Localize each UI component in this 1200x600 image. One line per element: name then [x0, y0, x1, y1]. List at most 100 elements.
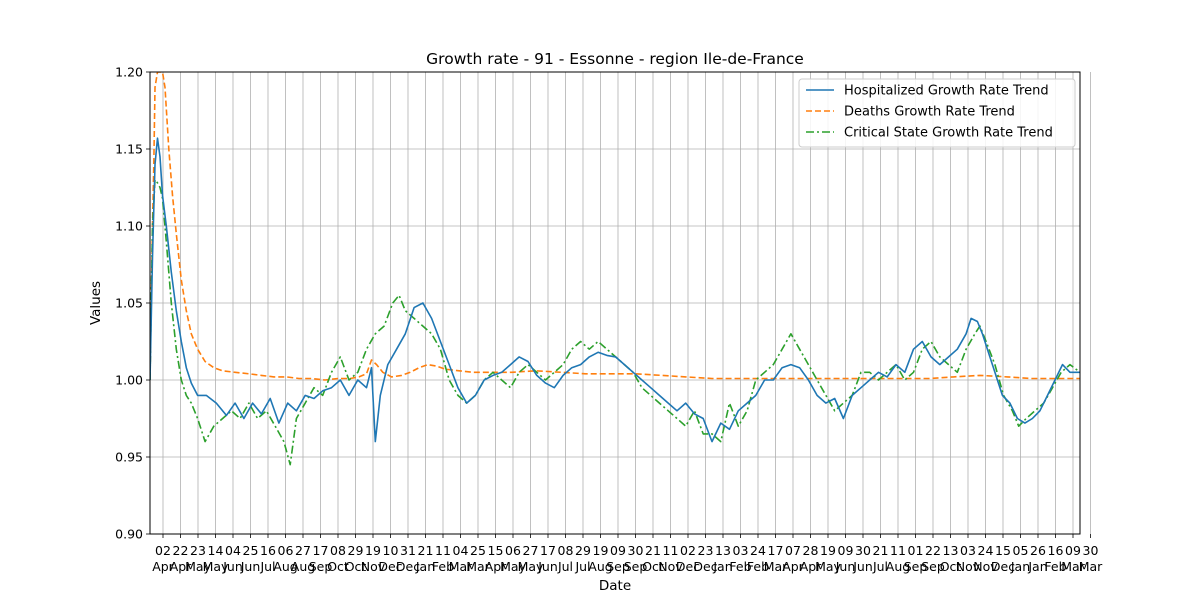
x-tick-label: 03	[960, 543, 976, 558]
y-axis: 0.90 0.95 1.00 1.05 1.10 1.15 1.20	[115, 65, 150, 542]
x-tick-label: 05	[1013, 543, 1029, 558]
x-tick-month-label: Jan	[712, 559, 732, 574]
x-tick-label: 29	[575, 543, 591, 558]
x-tick-label: 02	[155, 543, 171, 558]
x-tick-month-label: Dec	[378, 559, 402, 574]
x-tick-label: 17	[768, 543, 784, 558]
series-line	[150, 179, 1080, 466]
x-tick-month-label: Jul	[259, 559, 275, 574]
x-tick-label: 27	[523, 543, 539, 558]
x-tick-month-label: Sep	[309, 559, 333, 574]
x-tick-month-label: Apr	[152, 559, 174, 574]
y-tick-label: 1.10	[115, 219, 143, 234]
x-tick-month-label: Apr	[485, 559, 507, 574]
x-tick-label: 24	[978, 543, 994, 558]
x-tick-label: 23	[698, 543, 714, 558]
x-tick-month-label: Dec	[693, 559, 717, 574]
x-tick-month-label: Jun	[835, 559, 856, 574]
x-tick-label: 16	[260, 543, 276, 558]
series-line	[150, 137, 1080, 443]
x-tick-month-label: Aug	[291, 559, 315, 574]
x-tick-month-label: Nov	[956, 559, 981, 574]
x-tick-label: 04	[453, 543, 469, 558]
x-tick-label: 06	[278, 543, 294, 558]
x-tick-label: 06	[505, 543, 521, 558]
x-tick-label: 21	[873, 543, 889, 558]
x-tick-label: 13	[715, 543, 731, 558]
y-tick-label: 1.20	[115, 65, 143, 80]
y-tick-label: 1.00	[115, 373, 143, 388]
x-tick-month-label: May	[185, 559, 211, 574]
x-tick-label: 25	[243, 543, 259, 558]
x-tick-month-label: Jun	[240, 559, 261, 574]
x-tick-label: 11	[435, 543, 451, 558]
x-tick-month-label: Mar	[764, 559, 788, 574]
x-tick-label: 21	[418, 543, 434, 558]
x-tick-label: 24	[750, 543, 766, 558]
y-axis-label: Values	[88, 281, 104, 325]
chart-title: Growth rate - 91 - Essonne - region Ile-…	[426, 50, 804, 68]
x-tick-month-label: Jun	[852, 559, 873, 574]
x-tick-label: 28	[803, 543, 819, 558]
x-tick-label: 22	[925, 543, 941, 558]
x-tick-month-label: Oct	[345, 559, 367, 574]
x-tick-label: 31	[400, 543, 416, 558]
x-tick-month-label: Feb	[747, 559, 769, 574]
x-tick-month-label: Nov	[361, 559, 386, 574]
y-tick-label: 1.15	[115, 142, 143, 157]
x-tick-label: 08	[330, 543, 346, 558]
x-tick-month-label: Jul	[557, 559, 573, 574]
x-tick-label: 30	[628, 543, 644, 558]
x-tick-month-label: Sep	[904, 559, 928, 574]
x-tick-month-label: May	[203, 559, 229, 574]
x-tick-label: 09	[1065, 543, 1081, 558]
legend-label: Deaths Growth Rate Trend	[844, 105, 1015, 120]
x-tick-month-label: Jan	[1027, 559, 1047, 574]
x-tick-month-label: Sep	[606, 559, 630, 574]
x-tick-month-label: Mar	[1079, 559, 1103, 574]
x-tick-month-label: Jun	[537, 559, 558, 574]
x-tick-label: 19	[365, 543, 381, 558]
x-tick-label: 15	[995, 543, 1011, 558]
legend-box	[798, 78, 1076, 148]
y-tick-label: 0.90	[115, 527, 143, 542]
x-tick-label: 04	[225, 543, 241, 558]
x-tick-month-label: Nov	[658, 559, 683, 574]
x-tick-month-label: Feb	[729, 559, 751, 574]
x-tick-month-label: Nov	[973, 559, 998, 574]
x-tick-label: 17	[313, 543, 329, 558]
legend-label: Critical State Growth Rate Trend	[844, 126, 1053, 141]
x-tick-label: 19	[593, 543, 609, 558]
x-tick-month-label: Aug	[273, 559, 297, 574]
x-tick-label: 21	[645, 543, 661, 558]
x-tick-label: 26	[1030, 543, 1046, 558]
x-tick-label: 08	[558, 543, 574, 558]
x-tick-label: 11	[663, 543, 679, 558]
x-axis: 02Apr22Apr23May14May04Jun25Jun16Jul06Aug…	[152, 534, 1103, 574]
x-tick-month-label: Aug	[886, 559, 910, 574]
x-tick-label: 10	[383, 543, 399, 558]
series-layer	[150, 72, 1080, 466]
legend: Hospitalized Growth Rate Trend Deaths Gro…	[798, 78, 1076, 148]
x-tick-month-label: Dec	[396, 559, 420, 574]
x-tick-month-label: May	[500, 559, 526, 574]
x-tick-month-label: Mar	[449, 559, 473, 574]
x-tick-month-label: Apr	[782, 559, 804, 574]
legend-label: Hospitalized Growth Rate Trend	[844, 84, 1049, 99]
x-tick-month-label: Jul	[574, 559, 590, 574]
x-tick-label: 03	[733, 543, 749, 558]
x-tick-month-label: Jan	[415, 559, 435, 574]
x-tick-month-label: Apr	[800, 559, 822, 574]
x-tick-label: 30	[1083, 543, 1099, 558]
x-tick-month-label: Oct	[642, 559, 664, 574]
x-tick-label: 17	[540, 543, 556, 558]
x-tick-label: 22	[173, 543, 189, 558]
x-tick-month-label: Aug	[588, 559, 612, 574]
x-tick-label: 29	[348, 543, 364, 558]
x-tick-label: 09	[610, 543, 626, 558]
x-tick-label: 14	[208, 543, 224, 558]
x-tick-label: 30	[855, 543, 871, 558]
x-tick-month-label: Oct	[327, 559, 349, 574]
x-tick-month-label: Dec	[991, 559, 1015, 574]
